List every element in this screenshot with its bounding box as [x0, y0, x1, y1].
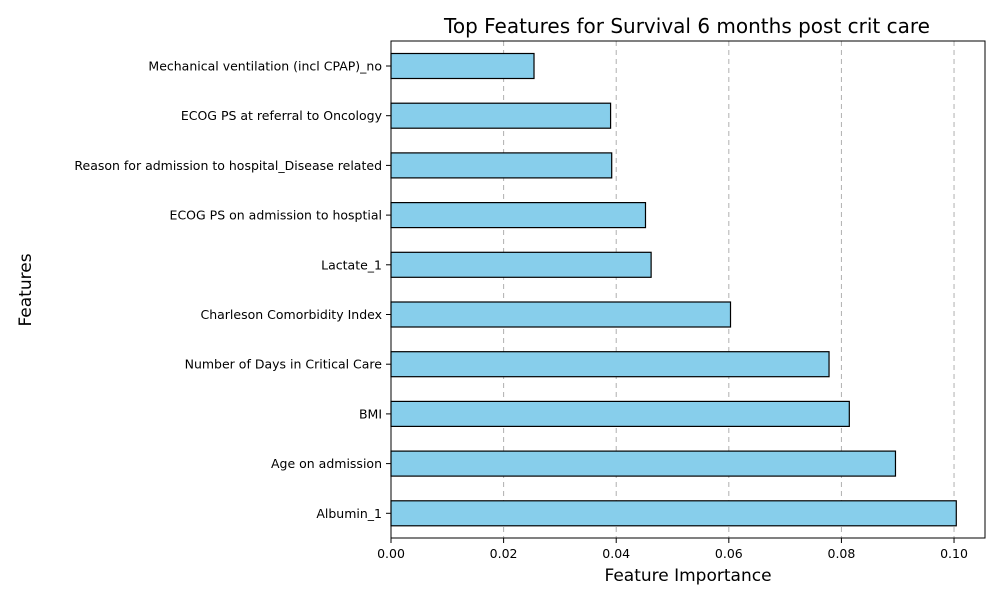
- y-tick-label: Lactate_1: [321, 257, 382, 272]
- bars: [390, 52, 957, 527]
- x-tick-label: 0.06: [715, 546, 743, 561]
- y-tick-label: ECOG PS at referral to Oncology: [181, 108, 383, 123]
- bar: [390, 52, 535, 80]
- y-tick-labels: Mechanical ventilation (incl CPAP)_no ECO…: [74, 59, 391, 521]
- y-axis-label: Features: [16, 253, 36, 326]
- x-tick-label: 0.04: [602, 546, 630, 561]
- x-tick-label: 0.10: [940, 546, 968, 561]
- y-tick-label: Reason for admission to hospital_Disease…: [74, 158, 382, 173]
- x-tick-label: 0.02: [490, 546, 518, 561]
- y-tick-label: Age on admission: [271, 456, 382, 471]
- y-tick-label: Charleson Comorbidity Index: [200, 307, 382, 322]
- x-tick-label: 0.08: [828, 546, 856, 561]
- bar: [390, 351, 830, 378]
- chart-title: Top Features for Survival 6 months post …: [443, 14, 930, 38]
- y-tick-label: Albumin_1: [316, 506, 382, 521]
- bar: [390, 400, 850, 427]
- x-tick-labels: 0.00 0.02 0.04 0.06 0.08 0.10: [377, 538, 968, 561]
- x-axis-label: Feature Importance: [604, 566, 771, 586]
- bar: [390, 152, 613, 179]
- y-tick-label: BMI: [359, 406, 382, 421]
- bar: [390, 301, 732, 328]
- bar: [390, 500, 957, 527]
- plot-frame: [390, 40, 986, 539]
- bar: [390, 450, 897, 477]
- y-tick-label: Number of Days in Critical Care: [185, 357, 383, 372]
- y-tick-label: ECOG PS on admission to hosptial: [170, 208, 382, 223]
- y-tick-label: Mechanical ventilation (incl CPAP)_no: [148, 59, 382, 74]
- bar: [390, 202, 647, 229]
- bar: [390, 251, 652, 278]
- x-tick-label: 0.00: [377, 546, 405, 561]
- bar: [390, 102, 612, 129]
